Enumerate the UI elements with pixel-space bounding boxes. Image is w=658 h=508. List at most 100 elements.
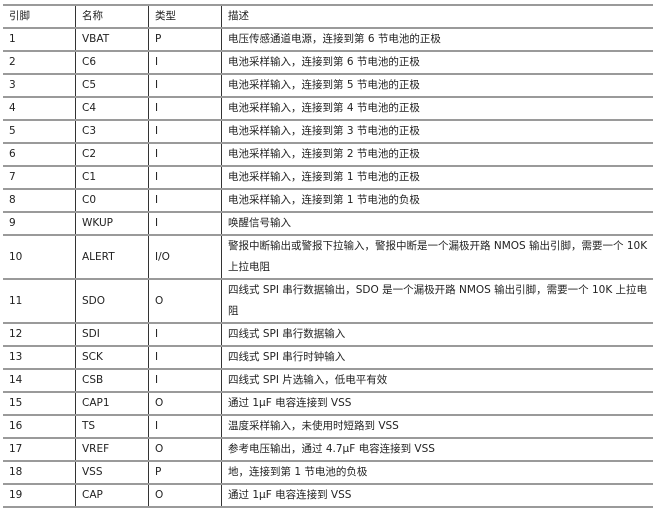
pin-name: SCK [75,345,149,370]
pin-number: 13 [3,345,76,370]
pin-name: C4 [75,96,149,121]
pin-name: TS [75,414,149,439]
pin-description: 参考电压输出，通过 4.7μF 电容连接到 VSS [221,437,653,462]
table-row: 2 C6 I 电池采样输入，连接到第 6 节电池的正极 [3,50,653,75]
pin-number: 15 [3,391,76,416]
pin-number: 16 [3,414,76,439]
pin-description: 地，连接到第 1 节电池的负极 [221,460,653,485]
pin-type: I [148,73,222,98]
table-row: 10 ALERT I/O 警报中断输出或警报下拉输入，警报中断是一个漏极开路 NMOS… [3,234,653,280]
pin-number: 8 [3,188,76,213]
pin-description: 警报中断输出或警报下拉输入，警报中断是一个漏极开路 NMOS 输出引脚，需要一个… [221,234,653,280]
pin-name: CAP [75,483,149,508]
pin-number: 12 [3,322,76,347]
table-row: 18 VSS P 地，连接到第 1 节电池的负极 [3,460,653,485]
pin-type: P [148,27,222,52]
pin-name: VREF [75,437,149,462]
table-row: 15 CAP1 O 通过 1μF 电容连接到 VSS [3,391,653,416]
pin-type: I [148,165,222,190]
table-row: 13 SCK I 四线式 SPI 串行时钟输入 [3,345,653,370]
pin-number: 9 [3,211,76,236]
pin-description: 电池采样输入，连接到第 2 节电池的正极 [221,142,653,167]
pin-type: I [148,322,222,347]
pin-description: 电池采样输入，连接到第 5 节电池的正极 [221,73,653,98]
pin-description: 四线式 SPI 串行数据输入 [221,322,653,347]
table-row: 12 SDI I 四线式 SPI 串行数据输入 [3,322,653,347]
table-row: 16 TS I 温度采样输入，未使用时短路到 VSS [3,414,653,439]
pin-description: 通过 1μF 电容连接到 VSS [221,391,653,416]
table-row: 1 VBAT P 电压传感通道电源，连接到第 6 节电池的正极 [3,27,653,52]
pin-name: SDI [75,322,149,347]
pin-type: I [148,345,222,370]
pin-type: I [148,142,222,167]
pin-type: I [148,96,222,121]
pin-number: 3 [3,73,76,98]
pin-name: ALERT [75,234,149,280]
pin-number: 5 [3,119,76,144]
pin-type: I [148,211,222,236]
pin-number: 4 [3,96,76,121]
pin-description: 唤醒信号输入 [221,211,653,236]
pin-description: 四线式 SPI 串行数据输出，SDO 是一个漏极开路 NMOS 输出引脚，需要一… [221,278,653,324]
pin-number: 2 [3,50,76,75]
header-type: 类型 [148,4,222,29]
pin-name: C1 [75,165,149,190]
table-row: 6 C2 I 电池采样输入，连接到第 2 节电池的正极 [3,142,653,167]
pin-type: I [148,119,222,144]
table-row: 4 C4 I 电池采样输入，连接到第 4 节电池的正极 [3,96,653,121]
pin-number: 17 [3,437,76,462]
pin-type: O [148,437,222,462]
pin-name: WKUP [75,211,149,236]
pin-description-table: 引脚 名称 类型 描述 1 VBAT P 电压传感通道电源，连接到第 6 节电池的正极… [3,4,653,508]
header-name: 名称 [75,4,149,29]
pin-type: O [148,278,222,324]
table-row: 5 C3 I 电池采样输入，连接到第 3 节电池的正极 [3,119,653,144]
pin-name: C3 [75,119,149,144]
table-row: 11 SDO O 四线式 SPI 串行数据输出，SDO 是一个漏极开路 NMOS 输出… [3,278,653,324]
pin-type: O [148,391,222,416]
pin-name: CSB [75,368,149,393]
pin-number: 7 [3,165,76,190]
pin-description: 电压传感通道电源，连接到第 6 节电池的正极 [221,27,653,52]
pin-number: 11 [3,278,76,324]
pin-name: CAP1 [75,391,149,416]
pin-number: 1 [3,27,76,52]
header-description: 描述 [221,4,653,29]
pin-number: 6 [3,142,76,167]
pin-description: 四线式 SPI 串行时钟输入 [221,345,653,370]
table-header-row: 引脚 名称 类型 描述 [3,4,653,29]
pin-type: I [148,50,222,75]
pin-type: O [148,483,222,508]
table-row: 19 CAP O 通过 1μF 电容连接到 VSS [3,483,653,508]
pin-name: SDO [75,278,149,324]
pin-name: VBAT [75,27,149,52]
pin-number: 19 [3,483,76,508]
pin-number: 18 [3,460,76,485]
pin-description: 电池采样输入，连接到第 3 节电池的正极 [221,119,653,144]
pin-type: I [148,188,222,213]
header-pin: 引脚 [3,4,76,29]
pin-name: VSS [75,460,149,485]
pin-name: C2 [75,142,149,167]
pin-type: I/O [148,234,222,280]
pin-type: I [148,414,222,439]
pin-type: I [148,368,222,393]
pin-description: 电池采样输入，连接到第 6 节电池的正极 [221,50,653,75]
pin-description: 温度采样输入，未使用时短路到 VSS [221,414,653,439]
pin-description: 电池采样输入，连接到第 1 节电池的正极 [221,165,653,190]
table-row: 3 C5 I 电池采样输入，连接到第 5 节电池的正极 [3,73,653,98]
pin-description: 四线式 SPI 片选输入，低电平有效 [221,368,653,393]
table-row: 9 WKUP I 唤醒信号输入 [3,211,653,236]
pin-number: 10 [3,234,76,280]
pin-description: 通过 1μF 电容连接到 VSS [221,483,653,508]
table-row: 17 VREF O 参考电压输出，通过 4.7μF 电容连接到 VSS [3,437,653,462]
pin-description: 电池采样输入，连接到第 1 节电池的负极 [221,188,653,213]
table-row: 7 C1 I 电池采样输入，连接到第 1 节电池的正极 [3,165,653,190]
pin-name: C5 [75,73,149,98]
table-row: 8 C0 I 电池采样输入，连接到第 1 节电池的负极 [3,188,653,213]
pin-description: 电池采样输入，连接到第 4 节电池的正极 [221,96,653,121]
pin-number: 14 [3,368,76,393]
table-row: 14 CSB I 四线式 SPI 片选输入，低电平有效 [3,368,653,393]
pin-type: P [148,460,222,485]
pin-name: C6 [75,50,149,75]
